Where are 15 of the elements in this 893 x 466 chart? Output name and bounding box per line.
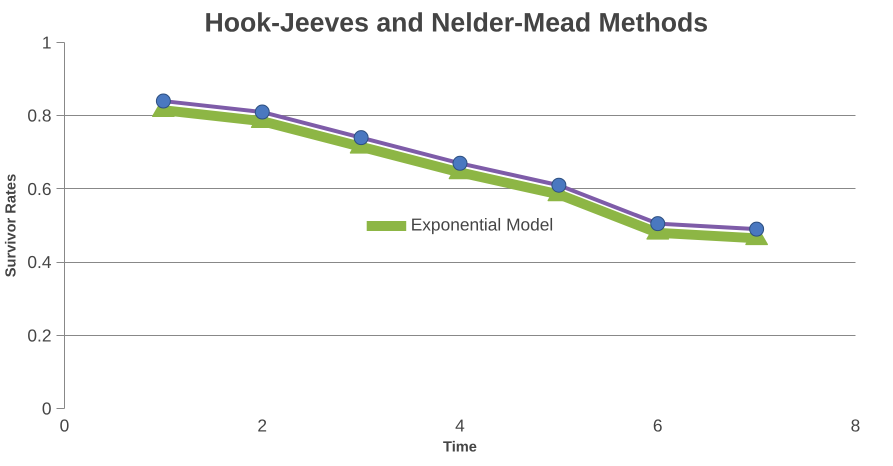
- x-tick-label: 8: [850, 416, 860, 436]
- x-tick-label: 2: [257, 416, 268, 436]
- legend-label: Exponential Model: [410, 214, 554, 236]
- y-tick-label: 0.2: [27, 325, 52, 346]
- y-tick-label: 0.4: [27, 252, 52, 272]
- y-axis-title: Survivor Rates: [3, 174, 20, 278]
- y-tick-label: 1: [42, 32, 52, 52]
- x-tick-label: 0: [60, 416, 70, 436]
- x-tick-label: 6: [652, 416, 663, 436]
- y-tick-label: 0.8: [27, 106, 52, 126]
- x-tick-label: 4: [455, 416, 466, 436]
- y-tick-label: 0.6: [27, 178, 52, 199]
- x-axis-title: Time: [443, 440, 477, 456]
- chart-title: Hook-Jeeves and Nelder-Mead Methods: [204, 8, 708, 38]
- y-tick-label: 0: [42, 398, 52, 418]
